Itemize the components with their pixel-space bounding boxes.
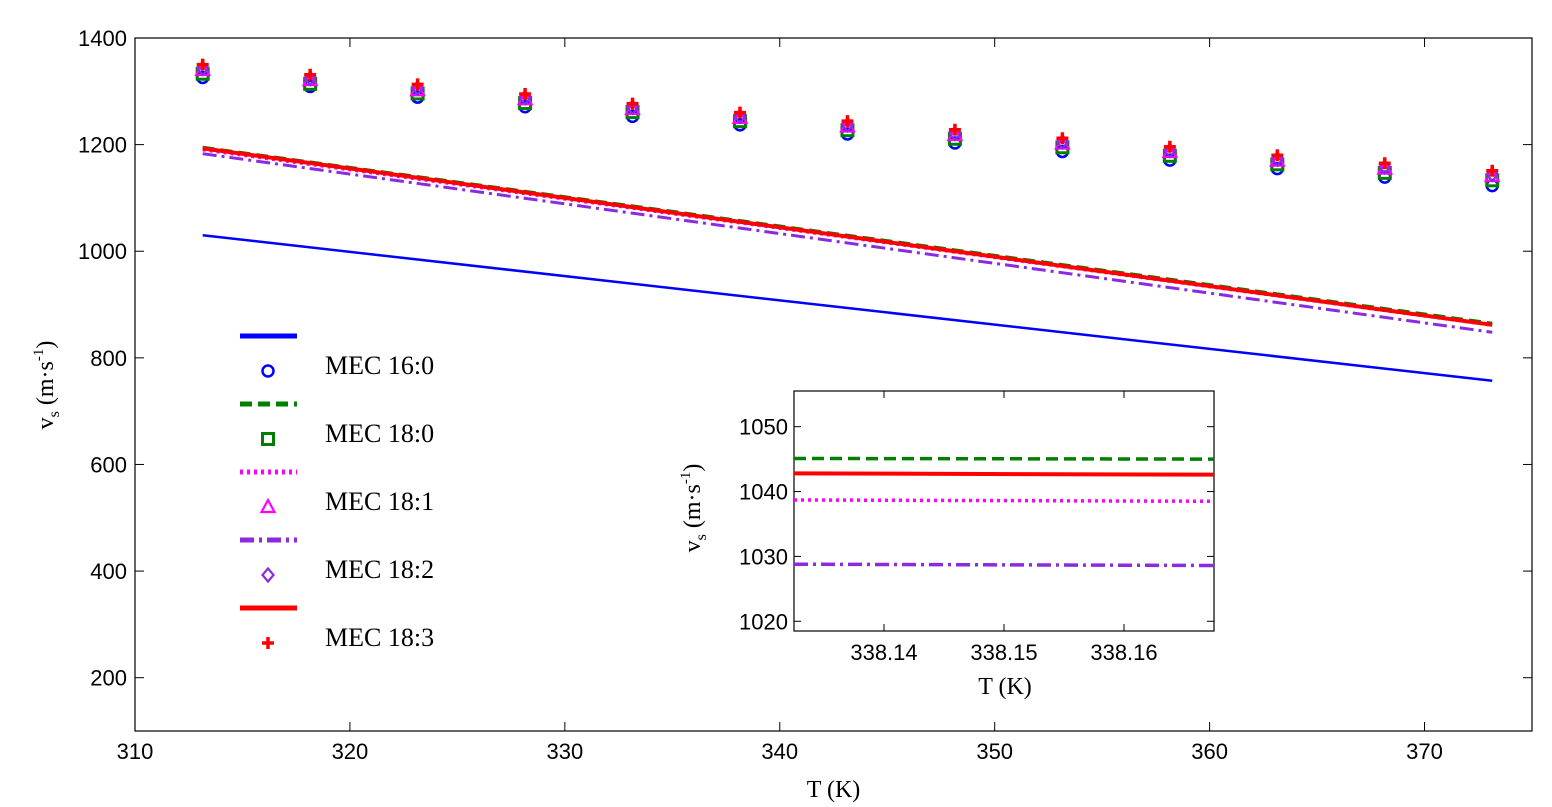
inset-frame — [793, 390, 1215, 632]
x-tick-label: 340 — [761, 739, 798, 764]
y-axis-label: vs (m·s-1) — [31, 341, 63, 430]
legend-marker — [261, 432, 275, 446]
x-tick-label: 330 — [546, 739, 583, 764]
y-tick-label: 1200 — [78, 133, 127, 158]
y-tick-label: 800 — [90, 346, 127, 371]
y-tick-label: 200 — [90, 666, 127, 691]
x-axis-label: T (K) — [807, 777, 861, 803]
x-tick-label: 350 — [976, 739, 1013, 764]
series-line-mec-16-0 — [202, 233, 1493, 383]
y-tick-label: 600 — [90, 452, 127, 477]
data-point — [734, 106, 747, 119]
series-line-mec-18-3 — [202, 146, 1493, 327]
x-tick-label: 360 — [1191, 739, 1228, 764]
series-line-mec-18-2 — [202, 152, 1493, 334]
inset-series-line-mec-18-0 — [793, 456, 1215, 461]
inset-y-tick-label: 1040 — [739, 480, 788, 505]
legend: MEC 16:0 MEC 18:0 MEC 18:1 MEC 18:2 MEC 18:3 — [240, 333, 434, 652]
inset-y-tick-label: 1020 — [739, 609, 788, 634]
y-tick-label: 400 — [90, 559, 127, 584]
data-point — [1163, 140, 1176, 153]
data-point — [519, 87, 532, 100]
legend-label: MEC 16:0 — [325, 351, 434, 380]
y-tick-label: 1400 — [78, 26, 127, 51]
legend-marker — [262, 637, 274, 649]
data-point — [196, 58, 209, 71]
y-tick-label: 1000 — [78, 239, 127, 264]
x-tick-label: 370 — [1406, 739, 1443, 764]
data-point — [626, 97, 639, 110]
legend-label: MEC 18:2 — [325, 555, 434, 584]
data-point — [1271, 149, 1284, 162]
inset-x-tick-label: 338.15 — [970, 640, 1037, 665]
inset-series-line-mec-18-2 — [793, 562, 1215, 568]
inset-x-tick-label: 338.14 — [850, 640, 917, 665]
data-point — [1486, 164, 1499, 177]
legend-label: MEC 18:1 — [325, 487, 434, 516]
x-tick-label: 320 — [332, 739, 369, 764]
data-point — [304, 68, 317, 81]
inset-plot-area: 338.14 338.15 338.16 1020 1030 1040 1050 T (K) v… — [678, 390, 1215, 700]
inset-y-tick-label: 1030 — [739, 544, 788, 569]
legend-marker — [261, 566, 275, 584]
inset-series-line-mec-18-3 — [793, 471, 1215, 477]
inset-x-axis-label: T (K) — [978, 674, 1032, 700]
data-point — [1056, 132, 1069, 145]
data-point — [411, 78, 424, 91]
data-point — [1378, 157, 1391, 170]
data-point — [948, 123, 961, 136]
x-tick-label: 310 — [117, 739, 154, 764]
legend-label: MEC 18:0 — [325, 419, 434, 448]
legend-marker — [259, 497, 277, 514]
legend-marker — [261, 364, 275, 378]
data-point — [841, 115, 854, 128]
inset-y-axis-label: vs (m·s-1) — [678, 464, 710, 553]
inset-y-tick-label: 1050 — [739, 415, 788, 440]
inset-series-line-mec-18-1 — [793, 498, 1215, 504]
legend-label: MEC 18:3 — [325, 623, 434, 652]
inset-x-tick-label: 338.16 — [1090, 640, 1157, 665]
